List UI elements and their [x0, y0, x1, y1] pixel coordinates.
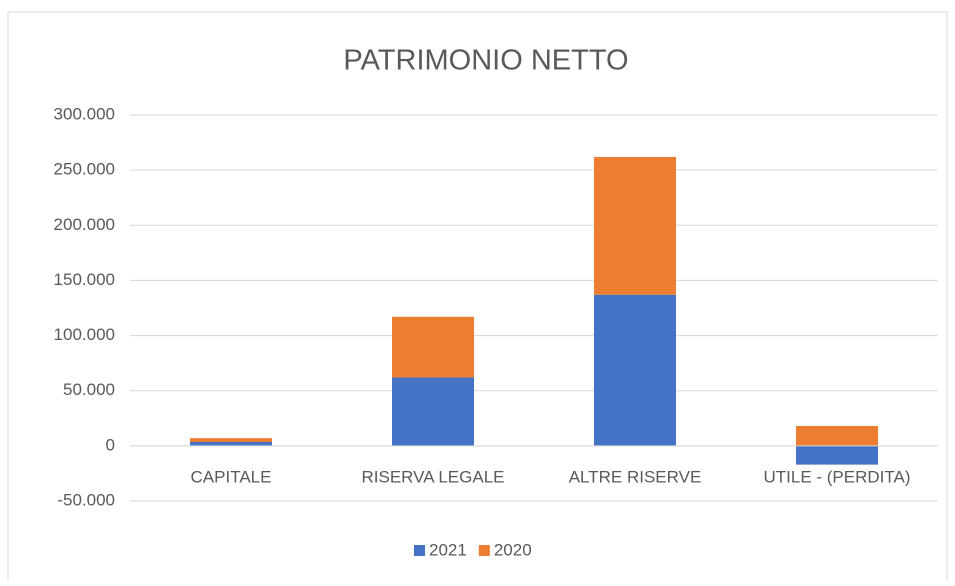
legend-swatch [414, 545, 425, 556]
legend-label: 2021 [429, 540, 467, 559]
y-tick-label: -50.000 [57, 490, 115, 509]
chart-title: PATRIMONIO NETTO [343, 45, 628, 77]
bar [796, 445, 878, 465]
bar [594, 156, 676, 295]
y-tick-label: 0 [106, 435, 115, 454]
bar [796, 426, 878, 446]
x-tick-label: UTILE - (PERDITA) [763, 467, 910, 486]
x-tick-label: ALTRE RISERVE [569, 467, 702, 486]
y-tick-label: 250.000 [54, 160, 115, 179]
x-tick-label: CAPITALE [191, 467, 272, 486]
y-tick-label: 150.000 [54, 270, 115, 289]
bar [190, 441, 272, 446]
y-tick-label: 300.000 [54, 104, 115, 123]
bar [392, 377, 474, 446]
y-tick-label: 50.000 [63, 380, 115, 399]
chart-border [7, 11, 948, 586]
legend-swatch [478, 545, 490, 556]
bar [392, 316, 474, 378]
y-tick-label: 100.000 [54, 325, 115, 344]
bar [594, 294, 676, 446]
x-tick-label: RISERVA LEGALE [362, 467, 505, 486]
bar [190, 438, 272, 442]
y-tick-label: 200.000 [54, 215, 115, 234]
legend-label: 2020 [494, 540, 532, 559]
